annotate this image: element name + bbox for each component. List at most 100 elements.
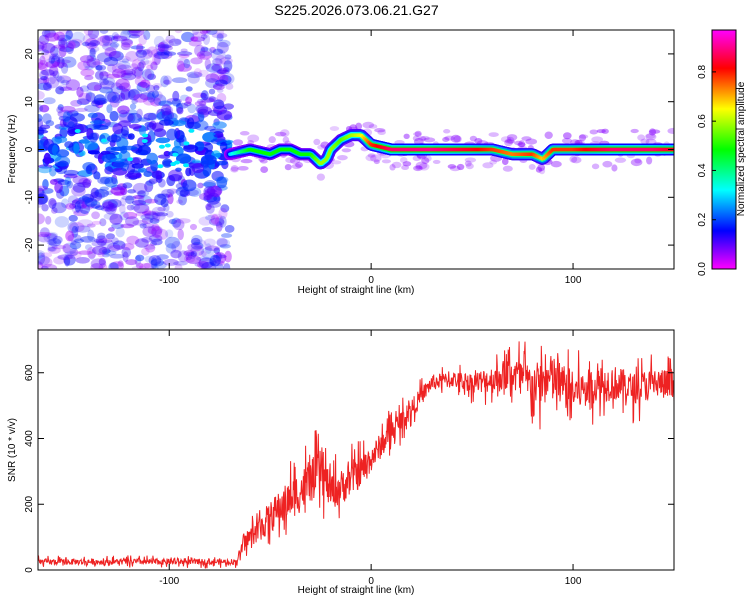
- spectrogram-noise-blob: [131, 199, 147, 206]
- spectrogram-noise-peak: [164, 143, 171, 148]
- spectrogram-noise-blob: [120, 30, 131, 42]
- spectrogram-noise-blob: [220, 204, 230, 213]
- spectrogram-noise-blob: [104, 34, 116, 41]
- spectrogram-noise-blob: [205, 73, 220, 83]
- spectrogram-noise-blob: [86, 246, 97, 259]
- spectrogram-noise-blob: [202, 164, 212, 177]
- spectrogram-noise-blob: [200, 92, 207, 99]
- spectrogram-noise-blob: [82, 178, 91, 189]
- spectrogram-noise-blob: [97, 176, 111, 185]
- spectrogram-halo: [317, 144, 326, 150]
- spectrogram-noise-blob: [100, 206, 110, 212]
- spectrogram-noise-blob: [144, 212, 159, 220]
- spectrogram-halo: [544, 131, 553, 139]
- spectrogram-noise-blob: [108, 50, 124, 62]
- spectrogram-noise-blob: [38, 193, 49, 205]
- spectrogram-noise-blob: [155, 212, 169, 217]
- spectrogram-halo: [259, 159, 268, 164]
- spectrogram-noise-blob: [84, 104, 100, 113]
- spectrogram-noise-blob: [220, 233, 233, 238]
- spectrogram-noise-blob: [203, 96, 218, 103]
- spectrogram-noise-blob: [86, 223, 96, 228]
- spectrogram-noise-blob: [45, 120, 55, 127]
- spectrogram-noise-blob: [224, 54, 232, 60]
- spectrogram-noise-blob: [91, 240, 107, 247]
- spectrogram-noise-blob: [48, 56, 56, 64]
- spectrogram-noise-blob: [55, 86, 65, 95]
- spectrogram-noise-blob: [111, 63, 127, 74]
- spectrogram-noise-blob: [98, 257, 106, 266]
- spectrogram-noise-blob: [109, 42, 120, 48]
- spectrogram-noise-blob: [156, 48, 163, 56]
- spectrogram-noise-blob: [185, 96, 193, 105]
- spectrogram-noise-blob: [178, 194, 187, 206]
- spectrogram-noise-blob: [131, 66, 144, 77]
- spectrogram-noise-blob: [165, 243, 177, 254]
- spectrogram-noise-blob: [205, 203, 215, 214]
- spectrogram-noise-blob: [41, 30, 57, 38]
- spectrogram-noise-blob: [44, 30, 51, 38]
- spectrogram-noise-blob: [138, 34, 147, 46]
- spectrogram-noise-blob: [216, 30, 225, 39]
- spectrogram-halo: [418, 162, 430, 171]
- spectrogram-noise-blob: [39, 69, 49, 81]
- spectrogram-noise-blob: [56, 75, 72, 84]
- spectrogram-halo: [415, 165, 422, 170]
- spectrogram-noise-peak: [172, 152, 179, 157]
- snr-chart: -100 0 100 0 200 400 600 Height of straight li…: [7, 329, 675, 596]
- spectrogram-noise-blob: [73, 143, 80, 155]
- spectrogram-noise-blob: [217, 39, 231, 48]
- spectrogram-noise-blob: [154, 228, 169, 241]
- spectrogram-noise-blob: [138, 60, 146, 69]
- spectrogram-noise-blob: [103, 56, 119, 67]
- spectrogram-noise-blob: [212, 48, 224, 55]
- spectrogram-noise-blob: [108, 244, 123, 251]
- spectrogram-halo: [412, 155, 422, 162]
- spectrogram-noise-blob: [182, 179, 197, 192]
- spectrogram-noise-blob: [171, 77, 188, 84]
- spectrogram-noise-blob: [204, 125, 216, 131]
- spectrogram-noise-blob: [122, 182, 133, 189]
- spectrogram-noise-blob: [62, 116, 78, 128]
- snr-xtick-label: 0: [368, 576, 374, 587]
- spectrogram-noise-blob: [120, 70, 134, 76]
- spectrogram-noise-blob: [49, 199, 57, 206]
- spectrogram-noise-blob: [143, 170, 153, 177]
- spectrogram-noise-blob: [94, 188, 110, 198]
- spectrogram-halo: [464, 160, 472, 167]
- spectrogram-noise-blob: [132, 157, 143, 164]
- spectrogram-noise-blob: [49, 72, 57, 85]
- spectrogram-halo: [291, 163, 302, 169]
- spectrogram-noise-blob: [216, 69, 230, 75]
- spectrogram-noise-blob: [110, 35, 119, 44]
- spectrogram-halo: [423, 155, 432, 162]
- spectrogram-noise-blob: [125, 216, 140, 227]
- spectrogram-halo: [401, 164, 410, 171]
- spectrogram-noise-blob: [160, 39, 174, 49]
- spectrogram-noise-blob: [197, 98, 204, 105]
- spectrogram-noise-blob: [94, 70, 104, 80]
- spectrogram-noise-blob: [128, 88, 143, 99]
- spectrogram-noise-blob: [152, 211, 166, 221]
- spectrogram-noise-blob: [78, 92, 92, 105]
- spectrogram-noise-blob: [59, 30, 70, 34]
- spectrogram-noise-blob: [152, 54, 161, 66]
- spectrogram-noise-blob: [41, 50, 56, 61]
- spectrogram-noise-blob: [199, 30, 209, 35]
- spectrogram-noise-blob: [80, 235, 96, 243]
- spectrogram-noise-blob: [211, 63, 223, 72]
- spectrogram-noise-blob: [44, 32, 60, 42]
- spectrogram-halo: [230, 166, 239, 173]
- spectrogram-noise-blob: [74, 107, 88, 112]
- spectrogram-noise-blob: [123, 68, 137, 76]
- spectrogram-noise-blob: [131, 59, 141, 70]
- spectrogram-noise-blob: [92, 245, 108, 255]
- spectrogram-noise-blob: [102, 200, 114, 212]
- spectrogram-noise-blob: [155, 137, 170, 144]
- spectrogram-noise-blob: [38, 249, 46, 259]
- spectrogram-noise-blob: [213, 247, 221, 254]
- spectrogram-halo: [537, 164, 546, 172]
- spectrogram-halo: [637, 134, 646, 141]
- spectrogram-noise-blob: [127, 133, 135, 140]
